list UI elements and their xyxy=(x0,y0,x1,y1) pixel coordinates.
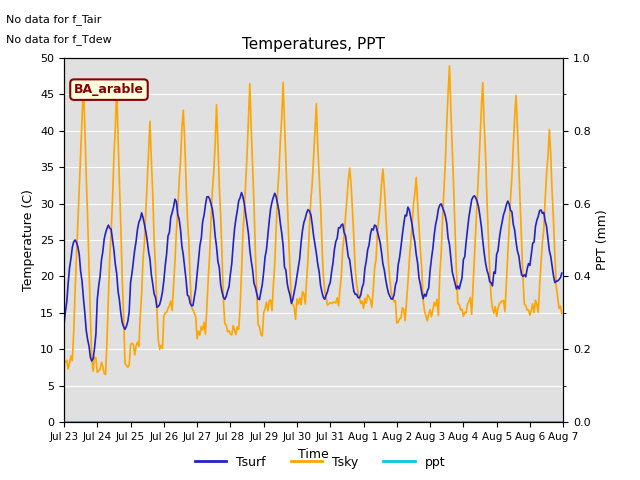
Tsurf xyxy=(60,322,68,327)
Tsurf xyxy=(210,217,218,223)
Text: No data for f_Tair: No data for f_Tair xyxy=(6,14,102,25)
Tsurf xyxy=(88,358,95,364)
Tsky xyxy=(123,362,131,368)
ppt xyxy=(209,420,216,425)
Tsky xyxy=(235,326,243,332)
ppt xyxy=(278,420,285,425)
Tsky xyxy=(60,358,68,364)
Tsurf xyxy=(235,198,243,204)
Tsky xyxy=(279,79,287,85)
Line: Tsky: Tsky xyxy=(64,66,562,374)
Tsky xyxy=(533,301,541,307)
Tsurf xyxy=(227,271,234,277)
ppt xyxy=(234,420,241,425)
Y-axis label: Temperature (C): Temperature (C) xyxy=(22,189,35,291)
ppt xyxy=(531,420,538,425)
Tsurf xyxy=(123,324,131,329)
X-axis label: Time: Time xyxy=(298,448,329,461)
Tsurf xyxy=(281,264,289,270)
Title: Temperatures, PPT: Temperatures, PPT xyxy=(242,37,385,52)
Legend: Tsurf, Tsky, ppt: Tsurf, Tsky, ppt xyxy=(190,451,450,474)
ppt xyxy=(558,420,566,425)
Line: Tsurf: Tsurf xyxy=(64,192,562,361)
Tsky xyxy=(558,311,566,316)
Tsky xyxy=(210,169,218,175)
Tsky xyxy=(227,331,234,336)
Text: No data for f_Tdew: No data for f_Tdew xyxy=(6,34,112,45)
Y-axis label: PPT (mm): PPT (mm) xyxy=(596,210,609,270)
Tsky xyxy=(102,372,109,377)
Tsurf xyxy=(533,217,541,223)
ppt xyxy=(60,420,68,425)
Text: BA_arable: BA_arable xyxy=(74,83,144,96)
ppt xyxy=(225,420,233,425)
ppt xyxy=(121,420,129,425)
Tsurf xyxy=(558,270,566,276)
Tsky xyxy=(445,63,453,69)
Tsurf xyxy=(237,190,245,195)
